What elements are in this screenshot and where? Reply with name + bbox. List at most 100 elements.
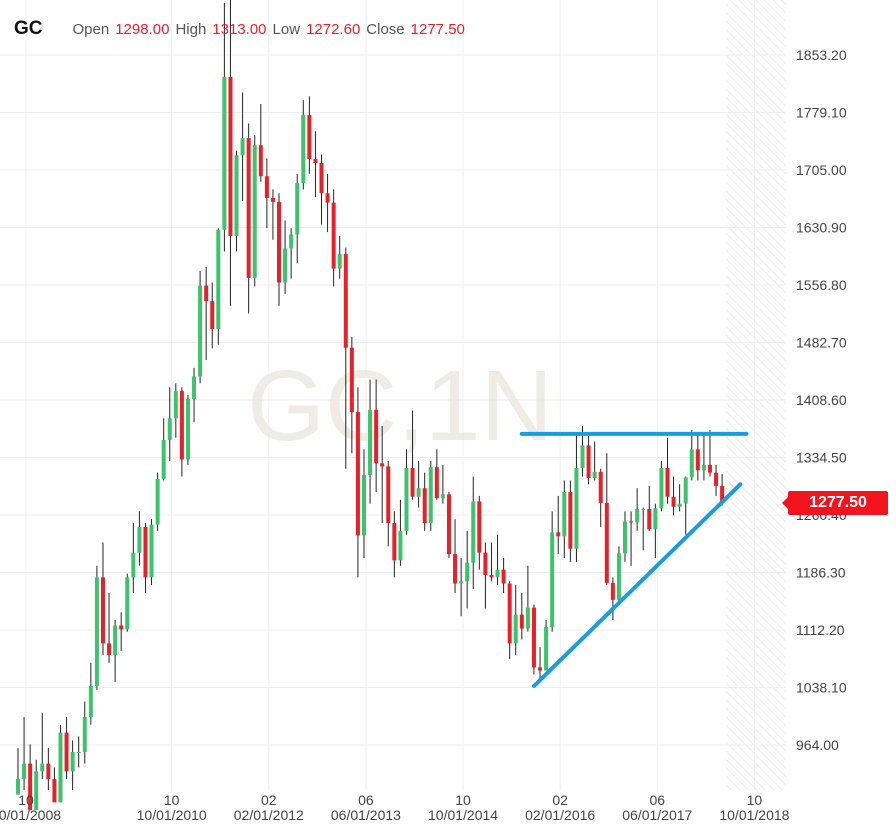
candle xyxy=(307,96,312,174)
watermark: GC,1N xyxy=(247,350,553,462)
candle-body xyxy=(119,625,124,630)
candle-body xyxy=(428,467,433,524)
future-area xyxy=(726,0,786,790)
candle xyxy=(507,581,512,659)
candle-body xyxy=(398,530,403,561)
y-tick-label: 1853.20 xyxy=(796,47,847,63)
candle-body xyxy=(647,509,652,530)
candle-body xyxy=(185,398,190,460)
candle-body xyxy=(22,763,27,780)
candle-body xyxy=(531,607,536,668)
candle-body xyxy=(683,477,688,504)
candle-body xyxy=(28,763,33,811)
candle xyxy=(289,228,294,279)
candle xyxy=(210,282,215,349)
candle-body xyxy=(616,553,621,600)
candle xyxy=(313,131,318,198)
x-tick-label-top: 06 xyxy=(649,792,665,808)
candle-body xyxy=(46,763,51,780)
candle xyxy=(325,173,330,233)
candle xyxy=(295,173,300,264)
candle-body xyxy=(635,509,640,523)
x-tick-label-bottom: 06/01/2013 xyxy=(331,807,401,823)
candle-body xyxy=(349,347,354,413)
ohlc-header: GC Open 1298.00 High 1313.00 Low 1272.60… xyxy=(14,18,471,42)
x-tick-label-bottom: 10/01/2008 xyxy=(0,807,61,823)
candle xyxy=(283,220,288,295)
candle-body xyxy=(671,496,676,507)
candle xyxy=(568,480,573,562)
candle xyxy=(531,604,536,675)
candle xyxy=(222,3,227,252)
y-tick-label: 1705.00 xyxy=(796,162,847,178)
candle xyxy=(64,717,69,780)
candle-body xyxy=(386,466,391,524)
candle-body xyxy=(641,509,646,511)
candle xyxy=(422,472,427,531)
candle xyxy=(113,620,118,683)
candle xyxy=(695,433,700,481)
candle-body xyxy=(695,449,700,471)
x-tick-label-bottom: 02/01/2012 xyxy=(234,807,304,823)
candle xyxy=(264,158,269,229)
x-tick-label-top: 10 xyxy=(455,792,471,808)
candle xyxy=(538,647,543,683)
x-tick-label-bottom: 10/01/2014 xyxy=(428,807,498,823)
candle xyxy=(331,189,336,287)
candle xyxy=(550,511,555,632)
candle-body xyxy=(410,467,415,497)
x-tick-label-bottom: 10/01/2010 xyxy=(137,807,207,823)
candle-body xyxy=(374,409,379,464)
candle xyxy=(629,511,634,566)
low-label: Low xyxy=(272,21,301,38)
candle-body xyxy=(355,412,360,536)
candle-body xyxy=(453,554,458,584)
candle xyxy=(228,0,233,306)
candle xyxy=(598,468,603,527)
candle xyxy=(623,511,627,562)
candle-body xyxy=(40,763,45,772)
candle-body xyxy=(161,440,166,479)
candle-body xyxy=(544,627,549,671)
candle xyxy=(647,485,652,531)
candle-body xyxy=(368,409,373,475)
y-tick-label: 1482.70 xyxy=(796,335,847,351)
candle-body xyxy=(216,229,221,330)
candle-body xyxy=(94,577,99,687)
close-label: Close xyxy=(366,21,405,38)
candle xyxy=(204,266,209,361)
candle xyxy=(440,464,445,504)
candle xyxy=(349,336,354,454)
y-tick-label: 1112.20 xyxy=(796,622,845,638)
candle-body xyxy=(659,467,664,509)
candle xyxy=(185,395,190,465)
candle-body xyxy=(210,301,215,330)
candle-body xyxy=(234,155,239,236)
candle xyxy=(16,748,20,795)
candle xyxy=(40,713,45,780)
candle-body xyxy=(331,202,336,269)
candle xyxy=(161,418,166,481)
candle-body xyxy=(501,569,506,584)
candle-body xyxy=(556,532,561,537)
candle xyxy=(155,472,160,531)
x-tick-label-top: 10 xyxy=(18,792,34,808)
candle-body xyxy=(440,494,445,499)
candle xyxy=(477,495,482,570)
candle-body xyxy=(192,376,197,399)
candle-body xyxy=(550,532,555,628)
candle-body xyxy=(580,445,585,468)
candle-body xyxy=(361,474,366,536)
candle-body xyxy=(701,464,706,471)
candle-body xyxy=(343,253,348,348)
candle xyxy=(270,189,275,240)
candle-body xyxy=(125,577,130,630)
candle-body xyxy=(283,248,288,283)
candle xyxy=(635,488,640,531)
candle-body xyxy=(689,449,694,478)
candle xyxy=(556,495,561,555)
candle xyxy=(131,523,136,593)
candle xyxy=(641,507,646,551)
candle xyxy=(234,150,239,252)
